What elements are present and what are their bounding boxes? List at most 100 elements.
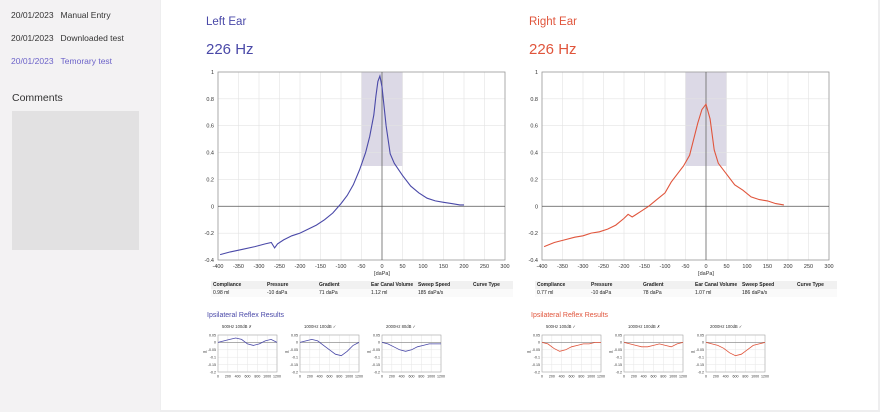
plot-frame <box>623 334 684 373</box>
y-axis-label: ml <box>367 350 371 354</box>
y-tick-label: -0.05 <box>696 348 704 352</box>
table-cell: 186 daPa/s <box>742 290 768 296</box>
x-tick-label: 400 <box>317 375 323 379</box>
x-tick-label: -300 <box>577 264 588 270</box>
table-cell: 0.98 ml <box>213 290 230 296</box>
x-tick-label: 600 <box>651 375 657 379</box>
y-tick-label: -0.05 <box>532 348 540 352</box>
y-tick-label: -0.2 <box>616 370 622 374</box>
x-axis-label: [daPa] <box>698 271 714 277</box>
x-tick-label: 50 <box>723 264 729 270</box>
y-tick-label: -0.15 <box>208 363 216 367</box>
y-tick-label: 1 <box>211 70 214 76</box>
plot-frame <box>217 334 278 373</box>
table-header: Compliance <box>537 282 566 288</box>
x-tick-label: -350 <box>233 264 244 270</box>
x-tick-label: -200 <box>618 264 629 270</box>
x-tick-label: -50 <box>682 264 690 270</box>
reflex-test-label: 2000Hz 100dB ✓ <box>710 324 742 329</box>
session-item[interactable]: 20/01/2023 Downloaded test <box>11 33 124 43</box>
reflex-line <box>623 342 684 348</box>
reflex-line <box>541 341 601 352</box>
session-item[interactable]: 20/01/2023 Manual Entry <box>11 10 111 20</box>
table-header: Curve Type <box>473 282 500 288</box>
y-tick-label: 0.6 <box>530 124 538 130</box>
x-tick-label: 200 <box>631 375 637 379</box>
x-tick-label: 1200 <box>761 375 769 379</box>
right-reflex-chart-1000hz: 1000Hz 100dB ✗0.050-0.05-0.1-0.15-0.20 20… <box>609 324 687 379</box>
right-reflex-chart-2000hz: 2000Hz 100dB ✓0.050-0.05-0.1-0.15-0.20 20… <box>691 324 769 379</box>
y-tick-label: -0.2 <box>698 370 704 374</box>
x-tick-label: 0 <box>299 375 301 379</box>
x-tick-label: 0 <box>705 375 707 379</box>
table-header-row: Compliance Pressure Gradient Ear Canal V… <box>211 281 513 289</box>
session-label: Downloaded test <box>60 33 124 43</box>
x-tick-label: 100 <box>742 264 751 270</box>
x-tick-label: -400 <box>536 264 547 270</box>
y-tick-label: -0.05 <box>372 348 380 352</box>
y-axis-label: ml <box>203 350 207 354</box>
plot-frame <box>541 334 602 373</box>
table-header: Curve Type <box>797 282 824 288</box>
x-tick-label: 150 <box>763 264 772 270</box>
right-reflex-title: Ipsilateral Reflex Results <box>531 312 609 319</box>
x-tick-label: 400 <box>723 375 729 379</box>
session-label: Temorary test <box>60 56 113 66</box>
x-tick-label: 600 <box>733 375 739 379</box>
reflex-test-label: 500Hz 100dB ✓ <box>546 324 576 329</box>
x-tick-label: -350 <box>557 264 568 270</box>
y-tick-label: -0.2 <box>292 370 298 374</box>
x-tick-label: 800 <box>418 375 424 379</box>
y-tick-label: 0 <box>620 341 622 345</box>
y-tick-label: 0 <box>702 341 704 345</box>
y-axis-label: ml <box>691 350 695 354</box>
left-ear-title: Left Ear <box>206 16 247 28</box>
x-tick-label: 1200 <box>679 375 687 379</box>
x-tick-label: 0 <box>381 375 383 379</box>
plot-frame <box>541 71 830 261</box>
y-tick-label: 1 <box>535 70 538 76</box>
x-tick-label: -200 <box>294 264 305 270</box>
y-tick-label: 0 <box>535 204 538 210</box>
right-ear-title: Right Ear <box>529 16 577 28</box>
y-tick-label: 0.05 <box>209 333 216 337</box>
y-tick-label: -0.05 <box>208 348 216 352</box>
session-date: 20/01/2023 <box>11 33 54 43</box>
y-tick-label: -0.2 <box>205 231 214 237</box>
y-tick-label: -0.1 <box>292 356 298 360</box>
y-tick-label: -0.05 <box>290 348 298 352</box>
y-tick-label: -0.1 <box>374 356 380 360</box>
table-cell: 1.12 ml <box>371 290 388 296</box>
plot-frame <box>299 334 360 373</box>
x-tick-label: 400 <box>235 375 241 379</box>
x-tick-label: 600 <box>569 375 575 379</box>
y-tick-label: 0 <box>211 204 214 210</box>
y-tick-label: -0.4 <box>205 258 214 264</box>
x-tick-label: 300 <box>500 264 509 270</box>
y-tick-label: 0.4 <box>530 151 538 157</box>
x-tick-label: 400 <box>559 375 565 379</box>
x-tick-label: -100 <box>335 264 346 270</box>
x-tick-label: -250 <box>274 264 285 270</box>
x-tick-label: 200 <box>549 375 555 379</box>
x-tick-label: 1200 <box>597 375 605 379</box>
y-tick-label: -0.2 <box>529 231 538 237</box>
x-tick-label: 200 <box>783 264 792 270</box>
reflex-test-label: 1000Hz 100dB ✗ <box>628 324 660 329</box>
left-tympanogram-chart: -400 -350 -300 -250 -200 -150 -100 -50 0 50 100 150… <box>205 70 510 277</box>
comments-textarea[interactable] <box>12 111 139 250</box>
table-header: Ear Canal Volume <box>371 282 414 288</box>
y-axis-label: ml <box>527 350 531 354</box>
x-tick-label: -250 <box>598 264 609 270</box>
session-item-active[interactable]: 20/01/2023 Temorary test <box>11 56 112 66</box>
y-axis-label: ml <box>285 350 289 354</box>
x-tick-label: 800 <box>742 375 748 379</box>
y-tick-label: -0.1 <box>210 356 216 360</box>
x-tick-label: -300 <box>253 264 264 270</box>
y-axis-label: ml <box>609 350 613 354</box>
reflex-line <box>299 338 360 357</box>
left-reflex-chart-1000hz: 1000Hz 100dB ✓0.050-0.05-0.1-0.15-0.20 20… <box>285 324 363 379</box>
results-panel: Left Ear 226 Hz -400 -350 -300 -250 -200 -150… <box>161 0 878 410</box>
table-row: 0.77 ml -10 daPa 78 daPa 1.07 ml 186 daP… <box>535 289 837 297</box>
session-label: Manual Entry <box>60 10 111 20</box>
